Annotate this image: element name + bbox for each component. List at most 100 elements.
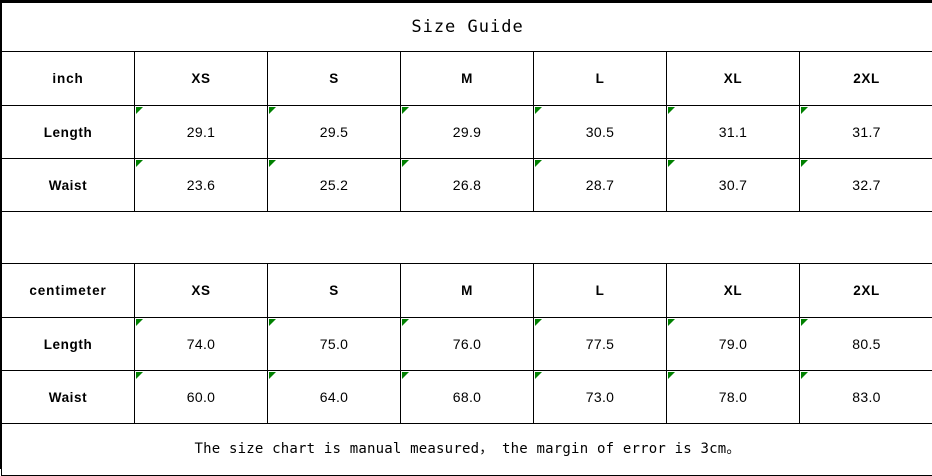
value-waist-cm-xl: 78.0: [667, 371, 800, 424]
value-text: 75.0: [320, 336, 348, 352]
value-length-cm-2xl: 80.5: [800, 318, 932, 371]
value-text: 83.0: [852, 389, 880, 405]
size-header-m-inch: M: [401, 52, 534, 106]
cell-note-marker-icon: [269, 107, 276, 114]
size-header-l-inch: L: [534, 52, 667, 106]
value-waist-inch-m: 26.8: [401, 159, 534, 212]
cell-note-marker-icon: [402, 107, 409, 114]
value-text: 29.9: [453, 124, 481, 140]
value-waist-inch-l: 28.7: [534, 159, 667, 212]
value-text: 78.0: [719, 389, 747, 405]
unit-label-centimeter: centimeter: [2, 264, 135, 318]
measure-label-length-cm: Length: [2, 318, 135, 371]
cell-note-marker-icon: [136, 107, 143, 114]
value-waist-cm-l: 73.0: [534, 371, 667, 424]
size-header-xl-inch: XL: [667, 52, 800, 106]
value-waist-inch-s: 25.2: [268, 159, 401, 212]
cell-note-marker-icon: [801, 372, 808, 379]
value-text: 68.0: [453, 389, 481, 405]
cell-note-marker-icon: [535, 107, 542, 114]
value-text: 32.7: [852, 177, 880, 193]
size-header-2xl-inch: 2XL: [800, 52, 932, 106]
value-length-cm-xl: 79.0: [667, 318, 800, 371]
table-spacer-row: [2, 212, 932, 264]
inch-header-row: inch XS S M L XL 2XL: [2, 52, 932, 106]
value-waist-cm-2xl: 83.0: [800, 371, 932, 424]
cell-note-marker-icon: [535, 372, 542, 379]
centimeter-header-row: centimeter XS S M L XL 2XL: [2, 264, 932, 318]
measure-label-waist-inch: Waist: [2, 159, 135, 212]
size-header-s-inch: S: [268, 52, 401, 106]
cell-note-marker-icon: [668, 319, 675, 326]
footer-note: The size chart is manual measured， the m…: [194, 441, 740, 457]
cell-note-marker-icon: [402, 319, 409, 326]
spacer-cell: [2, 212, 932, 264]
value-text: 77.5: [586, 336, 614, 352]
value-length-cm-l: 77.5: [534, 318, 667, 371]
value-text: 76.0: [453, 336, 481, 352]
cell-note-marker-icon: [535, 319, 542, 326]
table-row: Waist 23.6 25.2 26.8 28.7 30.7 32.7: [2, 159, 932, 212]
value-text: 30.7: [719, 177, 747, 193]
cell-note-marker-icon: [801, 160, 808, 167]
value-text: 64.0: [320, 389, 348, 405]
cell-note-marker-icon: [801, 107, 808, 114]
value-text: 28.7: [586, 177, 614, 193]
title-cell: Size Guide: [2, 3, 932, 52]
value-text: 73.0: [586, 389, 614, 405]
cell-note-marker-icon: [136, 319, 143, 326]
cell-note-marker-icon: [535, 160, 542, 167]
cell-note-marker-icon: [801, 319, 808, 326]
value-waist-inch-xs: 23.6: [135, 159, 268, 212]
value-length-cm-s: 75.0: [268, 318, 401, 371]
measure-label-waist-cm: Waist: [2, 371, 135, 424]
cell-note-marker-icon: [136, 160, 143, 167]
size-header-l-cm: L: [534, 264, 667, 318]
value-text: 60.0: [187, 389, 215, 405]
value-waist-cm-m: 68.0: [401, 371, 534, 424]
value-waist-inch-xl: 30.7: [667, 159, 800, 212]
size-header-xs-inch: XS: [135, 52, 268, 106]
footer-note-cell: The size chart is manual measured， the m…: [2, 424, 932, 476]
page-title: Size Guide: [411, 17, 523, 37]
value-waist-inch-2xl: 32.7: [800, 159, 932, 212]
value-text: 31.7: [852, 124, 880, 140]
cell-note-marker-icon: [668, 107, 675, 114]
unit-label-inch: inch: [2, 52, 135, 106]
size-header-xl-cm: XL: [667, 264, 800, 318]
size-header-m-cm: M: [401, 264, 534, 318]
value-length-inch-m: 29.9: [401, 106, 534, 159]
cell-note-marker-icon: [668, 372, 675, 379]
value-length-cm-xs: 74.0: [135, 318, 268, 371]
cell-note-marker-icon: [402, 372, 409, 379]
value-text: 79.0: [719, 336, 747, 352]
value-length-inch-s: 29.5: [268, 106, 401, 159]
value-length-inch-l: 30.5: [534, 106, 667, 159]
value-text: 29.1: [187, 124, 215, 140]
value-text: 80.5: [852, 336, 880, 352]
title-row: Size Guide: [2, 3, 932, 52]
table-row: Waist 60.0 64.0 68.0 73.0 78.0 83.0: [2, 371, 932, 424]
measure-label-length-inch: Length: [2, 106, 135, 159]
value-length-inch-2xl: 31.7: [800, 106, 932, 159]
value-length-inch-xl: 31.1: [667, 106, 800, 159]
value-text: 74.0: [187, 336, 215, 352]
size-header-s-cm: S: [268, 264, 401, 318]
value-text: 31.1: [719, 124, 747, 140]
cell-note-marker-icon: [402, 160, 409, 167]
size-header-xs-cm: XS: [135, 264, 268, 318]
size-header-2xl-cm: 2XL: [800, 264, 932, 318]
value-text: 29.5: [320, 124, 348, 140]
cell-note-marker-icon: [269, 372, 276, 379]
value-length-cm-m: 76.0: [401, 318, 534, 371]
cell-note-marker-icon: [269, 319, 276, 326]
value-waist-cm-s: 64.0: [268, 371, 401, 424]
footer-note-row: The size chart is manual measured， the m…: [2, 424, 932, 476]
value-text: 25.2: [320, 177, 348, 193]
table-row: Length 74.0 75.0 76.0 77.5 79.0 80.5: [2, 318, 932, 371]
table-row: Length 29.1 29.5 29.9 30.5 31.1 31.7: [2, 106, 932, 159]
value-text: 30.5: [586, 124, 614, 140]
cell-note-marker-icon: [269, 160, 276, 167]
